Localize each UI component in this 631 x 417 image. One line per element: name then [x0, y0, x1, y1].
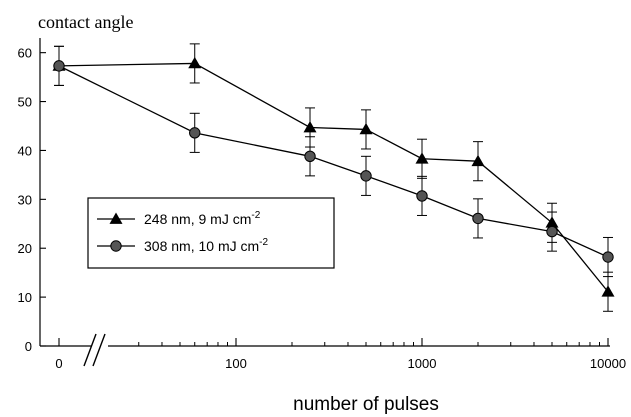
y-tick-label: 40: [18, 143, 32, 158]
legend-label: 248 nm, 9 mJ cm-2: [144, 210, 261, 227]
circle-marker: [110, 240, 122, 252]
y-tick-label: 30: [18, 192, 32, 207]
y-tick-label: 10: [18, 290, 32, 305]
circle-marker: [360, 170, 372, 182]
series-1: [52, 43, 615, 312]
x-tick-label: 0: [55, 356, 62, 371]
series-layer: [52, 43, 615, 312]
x-tick-label: 10000: [590, 356, 626, 371]
series-2: [53, 45, 614, 278]
legend-box: [87, 197, 335, 269]
axis-break-mark: [92, 333, 106, 367]
x-axis-title: number of pulses: [293, 394, 439, 415]
axes: 0 10 20 30 40 50 60 0 100 1000 10000: [18, 38, 626, 371]
y-tick-label: 0: [25, 339, 32, 354]
series-line: [58, 62, 609, 293]
triangle-marker: [415, 152, 429, 164]
triangle-marker: [471, 154, 485, 167]
triangle-marker: [601, 285, 615, 297]
y-tick-label: 50: [18, 95, 32, 110]
y-axis-title: contact angle: [38, 12, 133, 32]
triangle-marker: [188, 56, 202, 69]
circle-marker: [416, 190, 428, 202]
circle-marker: [546, 225, 558, 238]
triangle-marker: [109, 212, 123, 224]
triangle-marker: [359, 122, 373, 135]
legend-label-superscript: -2: [251, 210, 260, 221]
legend-label-superscript: -2: [259, 237, 268, 248]
axis-break-mark: [83, 333, 97, 367]
circle-marker: [304, 150, 316, 163]
x-tick-label: 100: [225, 356, 247, 371]
y-tick-label: 60: [18, 46, 32, 61]
series-line: [58, 65, 609, 258]
y-tick-label: 20: [18, 241, 32, 256]
legend: 248 nm, 9 mJ cm-2 308 nm, 10 mJ cm-2: [87, 197, 335, 269]
circle-marker: [472, 212, 484, 225]
triangle-marker: [303, 120, 317, 133]
circle-marker: [53, 60, 65, 72]
legend-label: 308 nm, 10 mJ cm-2: [144, 237, 268, 254]
circle-marker: [189, 127, 201, 139]
x-tick-label: 1000: [408, 356, 437, 371]
circle-marker: [602, 251, 614, 263]
